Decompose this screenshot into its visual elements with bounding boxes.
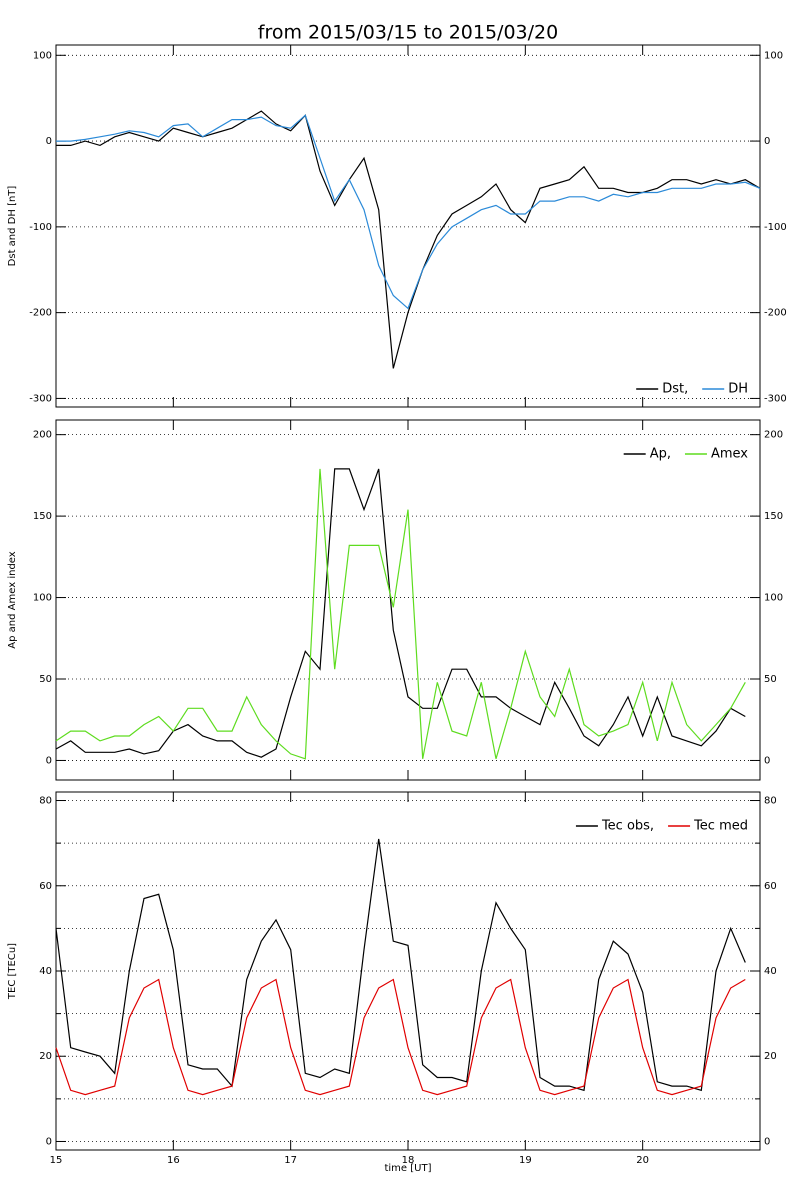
legend-label: Tec med <box>693 819 748 834</box>
y-tick-label-right: 60 <box>764 881 777 892</box>
series-line <box>56 110 761 369</box>
legend-label: Tec obs, <box>601 819 654 834</box>
x-tick-label: 20 <box>636 1155 649 1166</box>
y-axis-label: TEC [TECu] <box>7 943 18 1000</box>
y-tick-label: 80 <box>39 796 52 807</box>
y-tick-label: 100 <box>33 50 52 61</box>
y-tick-label: 0 <box>46 755 52 766</box>
y-axis-label: Dst and DH [nT] <box>7 186 18 267</box>
plot-frame <box>55 419 761 781</box>
x-tick-label: 19 <box>519 1155 532 1166</box>
y-tick-label-right: -200 <box>764 308 787 319</box>
y-tick-label: 200 <box>33 430 52 441</box>
y-tick-label-right: 100 <box>764 50 783 61</box>
series-line <box>55 838 746 1092</box>
y-axis-label: Ap and Amex index <box>7 551 18 648</box>
legend-label: DH <box>728 382 748 397</box>
series-line <box>55 978 746 1096</box>
series-line <box>56 114 761 310</box>
y-tick-label-right: 80 <box>764 796 777 807</box>
y-tick-label-right: 50 <box>764 674 777 685</box>
legend-label: Amex <box>711 447 748 462</box>
y-tick-label: 100 <box>33 593 52 604</box>
x-tick-label: 18 <box>402 1155 415 1166</box>
y-tick-label: 60 <box>39 881 52 892</box>
y-tick-label: -200 <box>29 308 52 319</box>
y-tick-label: 20 <box>39 1051 52 1062</box>
legend-label: Ap, <box>650 447 671 462</box>
y-tick-label: -300 <box>29 393 52 404</box>
series-line <box>55 468 746 760</box>
y-tick-label: 150 <box>33 511 52 522</box>
y-tick-label: 50 <box>39 674 52 685</box>
y-tick-label-right: 200 <box>764 430 783 441</box>
y-tick-label-right: 40 <box>764 966 777 977</box>
y-tick-label: 0 <box>46 1136 52 1147</box>
x-axis-label: time [UT] <box>384 1163 431 1174</box>
y-tick-label: 0 <box>46 136 52 147</box>
y-tick-label: 40 <box>39 966 52 977</box>
y-tick-label-right: 100 <box>764 593 783 604</box>
plot-frame <box>55 44 761 408</box>
y-tick-label-right: 0 <box>764 136 770 147</box>
x-tick-label: 15 <box>50 1155 63 1166</box>
legend-label: Dst, <box>662 382 688 397</box>
y-tick-label-right: -100 <box>764 222 787 233</box>
chart-title: from 2015/03/15 to 2015/03/20 <box>258 22 558 44</box>
y-tick-label-right: 0 <box>764 755 770 766</box>
y-tick-label-right: 20 <box>764 1051 777 1062</box>
y-tick-label: -100 <box>29 222 52 233</box>
series-line <box>55 468 746 758</box>
y-tick-label-right: 150 <box>764 511 783 522</box>
y-tick-label-right: -300 <box>764 393 787 404</box>
y-tick-label-right: 0 <box>764 1136 770 1147</box>
x-tick-label: 16 <box>167 1155 180 1166</box>
x-tick-label: 17 <box>284 1155 297 1166</box>
